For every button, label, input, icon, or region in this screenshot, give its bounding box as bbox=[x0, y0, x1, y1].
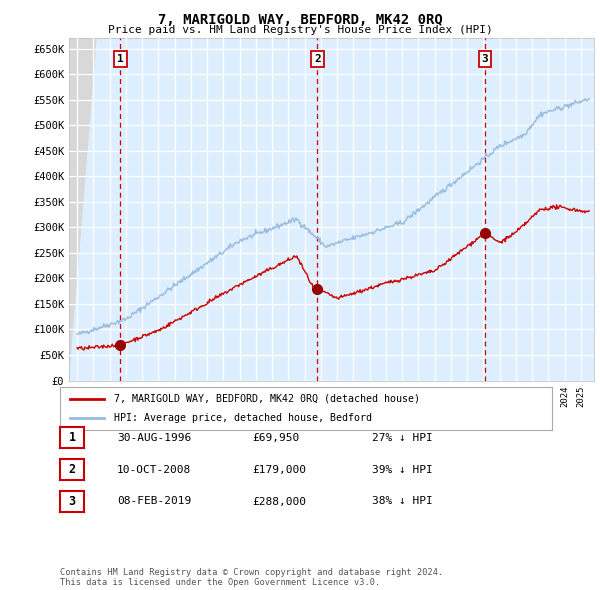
Polygon shape bbox=[69, 38, 97, 381]
Text: 3: 3 bbox=[482, 54, 488, 64]
Text: 38% ↓ HPI: 38% ↓ HPI bbox=[372, 497, 433, 506]
Text: 2: 2 bbox=[314, 54, 321, 64]
Text: Price paid vs. HM Land Registry's House Price Index (HPI): Price paid vs. HM Land Registry's House … bbox=[107, 25, 493, 35]
Text: 39% ↓ HPI: 39% ↓ HPI bbox=[372, 465, 433, 474]
Text: 30-AUG-1996: 30-AUG-1996 bbox=[117, 433, 191, 442]
Text: 10-OCT-2008: 10-OCT-2008 bbox=[117, 465, 191, 474]
Text: 1: 1 bbox=[117, 54, 124, 64]
Text: 7, MARIGOLD WAY, BEDFORD, MK42 0RQ: 7, MARIGOLD WAY, BEDFORD, MK42 0RQ bbox=[158, 13, 442, 27]
Text: £179,000: £179,000 bbox=[252, 465, 306, 474]
Text: 7, MARIGOLD WAY, BEDFORD, MK42 0RQ (detached house): 7, MARIGOLD WAY, BEDFORD, MK42 0RQ (deta… bbox=[114, 394, 420, 404]
Text: Contains HM Land Registry data © Crown copyright and database right 2024.
This d: Contains HM Land Registry data © Crown c… bbox=[60, 568, 443, 587]
Text: HPI: Average price, detached house, Bedford: HPI: Average price, detached house, Bedf… bbox=[114, 413, 372, 423]
Text: 27% ↓ HPI: 27% ↓ HPI bbox=[372, 433, 433, 442]
Text: £69,950: £69,950 bbox=[252, 433, 299, 442]
Text: 2: 2 bbox=[68, 463, 76, 476]
Text: 3: 3 bbox=[68, 495, 76, 508]
Text: 08-FEB-2019: 08-FEB-2019 bbox=[117, 497, 191, 506]
Text: £288,000: £288,000 bbox=[252, 497, 306, 506]
Text: 1: 1 bbox=[68, 431, 76, 444]
